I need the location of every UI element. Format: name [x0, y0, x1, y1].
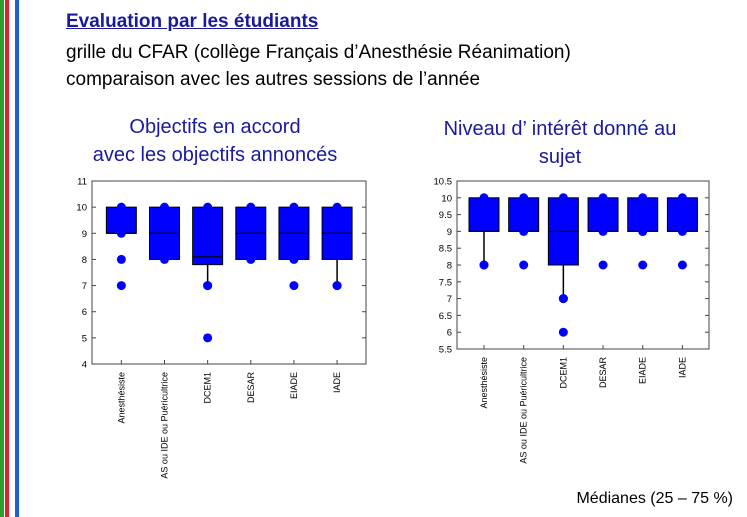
chart-1-outlier-point: [203, 281, 213, 291]
chart-2-category-label: EIADE: [638, 357, 648, 384]
chart-2-box: [627, 197, 659, 232]
chart-1-outlier-point: [332, 281, 342, 291]
chart-1-whisker-cap: [116, 202, 126, 212]
chart-2-whisker-cap: [638, 193, 648, 203]
chart-2-whisker-cap: [558, 193, 568, 203]
chart-2-ytick-label: 7: [447, 294, 452, 305]
chart-1-frame: [91, 180, 367, 365]
chart-1-ytick-label: 7: [82, 281, 87, 292]
chart-1-category-label: EIADE: [289, 372, 299, 399]
chart-1-category-label: DESAR: [246, 372, 256, 404]
chart-2-ytick-label: 7.5: [439, 277, 452, 288]
chart-2-ytick-label: 9: [447, 227, 452, 238]
subtitle-line-2: comparaison avec les autres sessions de …: [66, 69, 481, 90]
chart-1-whisker-cap: [332, 202, 342, 212]
chart-1-whisker-cap: [246, 254, 256, 264]
chart-2-outlier-point: [677, 260, 687, 270]
chart-2-whisker-cap: [598, 193, 608, 203]
footnote: Médianes (25 – 75 %): [576, 490, 733, 507]
chart-2-title-line-1: Niveau d’ intérêt donné au: [443, 118, 677, 140]
chart-2-category-label: DCEM1: [558, 357, 568, 389]
chart-1-outlier-point: [203, 333, 213, 343]
chart-1-title: Objectifs en accord avec les objectifs a…: [50, 113, 380, 169]
chart-2-outlier-point: [558, 327, 568, 337]
chart-1-whisker-cap: [159, 254, 169, 264]
chart-1-ytick-label: 6: [82, 307, 87, 318]
chart-1-outlier-point: [116, 281, 126, 291]
stripe-red: [5, 0, 9, 517]
chart-2-whisker-cap: [598, 226, 608, 236]
chart-1-category-label: IADE: [332, 372, 342, 393]
chart-1-ytick-label: 9: [82, 229, 87, 240]
chart-2-box: [508, 197, 540, 232]
chart-2-ytick-label: 9.5: [439, 210, 452, 221]
chart-2-outlier-point: [479, 260, 489, 270]
chart-2-category-label: IADE: [677, 357, 687, 378]
chart-2-category-label: AS ou IDE ou Puéricultrice: [519, 357, 529, 464]
chart-2-title-line-2: sujet: [538, 146, 582, 168]
chart-2-whisker-cap: [519, 193, 529, 203]
chart-1-category-label: DCEM1: [203, 372, 213, 404]
chart-1-whisker-cap: [246, 202, 256, 212]
chart-2-title: Niveau d’ intérêt donné au sujet: [395, 115, 725, 171]
chart-2-outlier-point: [519, 260, 529, 270]
chart-2-ytick-label: 6: [447, 328, 452, 339]
chart-2-ytick-label: 8.5: [439, 244, 452, 255]
chart-1-whisker-cap: [159, 202, 169, 212]
chart-2-outlier-point: [638, 260, 648, 270]
chart-2-outlier-point: [558, 294, 568, 304]
slide-heading: Evaluation par les étudiants: [66, 11, 319, 32]
chart-2-whisker-cap: [677, 193, 687, 203]
chart-2-box: [468, 197, 500, 232]
chart-1-ytick-label: 4: [82, 360, 87, 371]
chart-1-ytick-label: 10: [76, 203, 87, 214]
chart-1-whisker-cap: [116, 228, 126, 238]
chart-1-category-label: Anesthésiste: [116, 372, 126, 424]
chart-2-category-label: Anesthésiste: [479, 357, 489, 409]
chart-1-category-label: AS ou IDE ou Puéricultrice: [159, 372, 169, 479]
chart-1-ytick-label: 5: [82, 333, 87, 344]
chart-1-whisker-cap: [289, 254, 299, 264]
chart-2-ytick-label: 8: [447, 261, 452, 272]
chart-1-ytick-label: 8: [82, 255, 87, 266]
chart-2-category-label: DESAR: [598, 357, 608, 389]
stripe-green: [0, 0, 4, 517]
stripe-blue: [15, 0, 19, 517]
chart-2-box: [587, 197, 619, 232]
chart-1-outlier-point: [116, 254, 126, 264]
chart-1-title-line-2: avec les objectifs annoncés: [92, 144, 338, 166]
chart-2-whisker-cap: [519, 226, 529, 236]
chart-1-box: [192, 206, 224, 266]
subtitle-line-1: grille du CFAR (collège Français d’Anest…: [66, 42, 571, 63]
chart-1-whisker-cap: [289, 202, 299, 212]
chart-2-ytick-label: 10.5: [434, 177, 453, 188]
chart-2-ytick-label: 5.5: [439, 345, 452, 356]
chart-2-box: [666, 197, 698, 232]
chart-1-title-line-1: Objectifs en accord: [129, 116, 301, 138]
chart-2-outlier-point: [638, 226, 648, 236]
chart-2-ytick-label: 10: [441, 193, 452, 204]
chart-2-whisker-cap: [677, 226, 687, 236]
chart-2-outlier-point: [598, 260, 608, 270]
stripe-white: [10, 0, 14, 517]
chart-2-ytick-label: 6.5: [439, 311, 452, 322]
chart-1-whisker-cap: [203, 202, 213, 212]
chart-1-ytick-label: 11: [77, 177, 87, 188]
chart-2-whisker-cap: [479, 193, 489, 203]
chart-1-outlier-point: [289, 281, 299, 291]
